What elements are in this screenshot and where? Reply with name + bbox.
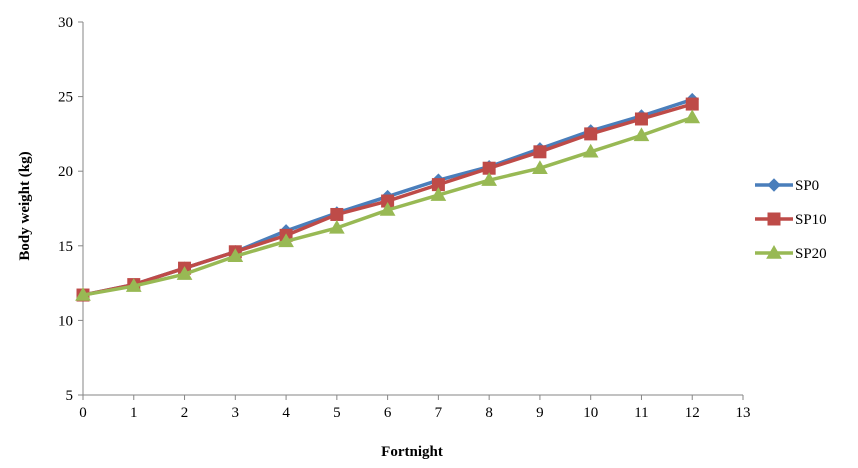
- x-tick-label: 10: [583, 405, 598, 421]
- series-sp10: [76, 97, 699, 302]
- x-tick-label: 13: [736, 405, 751, 421]
- data-point: [430, 187, 447, 201]
- data-point: [176, 266, 193, 280]
- x-tick-label: 9: [536, 405, 544, 421]
- y-tick-label: 15: [58, 239, 73, 255]
- series-layer: [75, 92, 701, 302]
- data-point: [532, 160, 548, 174]
- x-axis-title: Fortnight: [381, 444, 443, 460]
- data-point: [633, 127, 650, 142]
- x-tick-label: 1: [130, 405, 138, 421]
- y-tick-label: 10: [58, 313, 73, 329]
- data-point: [125, 278, 142, 292]
- data-point: [685, 97, 699, 111]
- x-tick-label: 12: [685, 405, 700, 421]
- y-tick-label: 30: [58, 15, 73, 31]
- x-tick-label: 6: [384, 405, 392, 421]
- x-tick-label: 8: [485, 405, 493, 421]
- data-point: [278, 233, 294, 248]
- x-tick-label: 2: [181, 405, 189, 421]
- x-tick-label: 11: [634, 405, 648, 421]
- legend-label: SP20: [795, 246, 827, 262]
- data-point: [634, 112, 648, 126]
- y-axis-title: Body weight (kg): [17, 151, 33, 260]
- x-tick-label: 5: [333, 405, 341, 421]
- y-tick-label: 5: [66, 388, 74, 404]
- data-point: [330, 207, 344, 221]
- x-tick-label: 7: [435, 405, 443, 421]
- data-point: [328, 219, 345, 234]
- data-point: [684, 109, 701, 124]
- legend-item-sp10: SP10: [755, 212, 827, 228]
- data-point: [582, 143, 599, 158]
- legend-item-sp20: SP20: [755, 244, 827, 262]
- legend-label: SP10: [795, 212, 827, 228]
- y-tick-label: 25: [58, 90, 73, 106]
- legend-marker: [766, 244, 782, 259]
- x-tick-label: 0: [79, 405, 87, 421]
- data-point: [227, 248, 244, 262]
- legend-label: SP0: [795, 178, 819, 194]
- legend: SP0 SP10 SP20: [755, 178, 827, 262]
- data-point: [379, 201, 396, 216]
- data-point: [75, 287, 91, 301]
- legend-marker: [767, 212, 781, 226]
- x-tick-label: 3: [232, 405, 240, 421]
- data-point: [584, 127, 598, 141]
- data-point: [481, 172, 498, 186]
- legend-marker: [767, 178, 781, 192]
- series-sp20: [75, 109, 701, 301]
- x-tick-label: 4: [282, 405, 290, 421]
- data-point: [533, 145, 547, 159]
- y-tick-label: 20: [58, 164, 73, 180]
- legend-item-sp0: SP0: [755, 178, 819, 194]
